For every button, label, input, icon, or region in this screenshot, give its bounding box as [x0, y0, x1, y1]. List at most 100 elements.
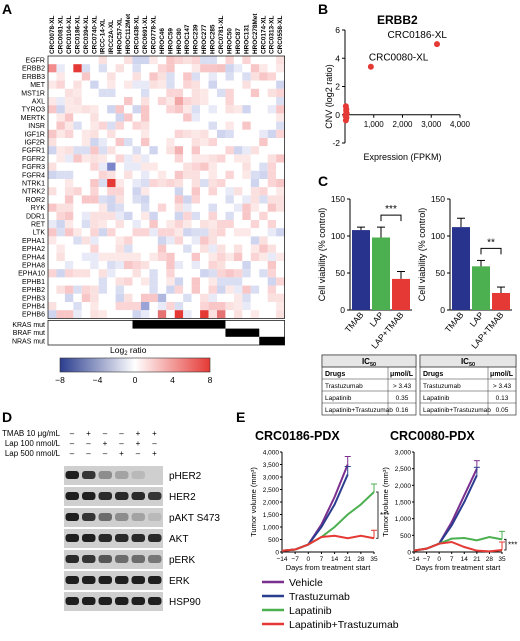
significance-mark: **	[487, 237, 495, 248]
heatmap-cell	[250, 97, 260, 106]
blot-band	[148, 471, 162, 479]
heatmap-cell	[233, 146, 243, 155]
gene-label: MST1R	[21, 90, 45, 97]
condition-sign: +	[136, 429, 141, 438]
heatmap-cell	[183, 220, 192, 229]
panel-label-d: D	[2, 409, 12, 425]
heatmap-cell	[233, 138, 243, 147]
heatmap-cell	[115, 244, 125, 253]
heatmap-cell	[90, 113, 99, 122]
blot-band	[131, 471, 145, 479]
heatmap-cell	[81, 228, 91, 237]
heatmap-cell	[90, 220, 99, 229]
condition-label: Lap 500 nmol/L	[5, 449, 61, 458]
condition-sign: –	[70, 449, 75, 458]
sample-label: CRC0394-XL	[83, 16, 90, 54]
heatmap-cell	[48, 285, 57, 294]
data-point	[342, 113, 349, 120]
heatmap-cell	[157, 121, 167, 130]
heatmap-cell	[64, 285, 74, 294]
heatmap-cell	[98, 162, 108, 171]
blot-band	[148, 534, 162, 542]
heatmap-cell	[259, 252, 268, 261]
y-axis-label: Cell viability (% control)	[417, 208, 427, 302]
heatmap-cell	[73, 302, 82, 311]
heatmap-cell	[200, 211, 209, 220]
heatmap-cell	[48, 72, 57, 81]
heatmap-cell	[191, 228, 201, 237]
heatmap-cell	[124, 261, 133, 270]
heatmap-cell	[183, 228, 192, 237]
heatmap-cell	[259, 97, 268, 106]
heatmap-cell	[73, 285, 82, 294]
heatmap-cell	[200, 113, 209, 122]
y-tick-label: 2,000	[395, 483, 412, 490]
heatmap-cell	[64, 277, 74, 286]
heatmap-cell	[98, 88, 108, 97]
heatmap-cell	[191, 179, 201, 188]
heatmap-cell	[81, 129, 91, 138]
y-tick-label: 100	[331, 231, 345, 241]
legend-tick: 0	[133, 375, 138, 385]
heatmap-cell	[208, 187, 217, 196]
series-line	[413, 540, 503, 553]
heatmap-cell	[48, 56, 57, 65]
heatmap-cell	[124, 220, 133, 229]
heatmap-cell	[174, 211, 184, 220]
heatmap-cell	[140, 88, 150, 97]
heatmap-cell	[124, 138, 133, 147]
heatmap-cell	[276, 187, 285, 196]
heatmap-cell	[124, 293, 133, 302]
heatmap-cell	[132, 195, 141, 204]
heatmap-cell	[225, 56, 234, 65]
heatmap-cell	[267, 228, 277, 237]
sample-label: CRC0078-XL	[49, 16, 56, 54]
data-point	[367, 63, 374, 70]
x-tick-label: −14	[276, 556, 287, 563]
heatmap-cell	[217, 228, 226, 237]
heatmap-cell	[81, 252, 91, 261]
heatmap-cell	[217, 154, 226, 163]
heatmap-cell	[115, 203, 125, 212]
y-tick-label: 2	[335, 82, 340, 92]
heatmap-cell	[208, 220, 217, 229]
heatmap-cell	[217, 72, 226, 81]
heatmap-cell	[73, 187, 82, 196]
heatmap-cell	[191, 203, 201, 212]
heatmap-cell	[132, 310, 141, 319]
sample-label: IRCC-14-XL	[100, 19, 107, 54]
heatmap-cell	[225, 113, 234, 122]
gene-label: FGFR2	[22, 156, 45, 163]
heatmap-cell	[174, 220, 184, 229]
blot-band	[82, 492, 96, 500]
heatmap-cell	[191, 146, 201, 155]
heatmap-cell	[208, 269, 217, 278]
heatmap-cell	[48, 88, 57, 97]
heatmap-cell	[267, 244, 277, 253]
heatmap-cell	[56, 277, 65, 286]
legend-tick: −8	[55, 375, 65, 385]
heatmap-cell	[157, 252, 167, 261]
heatmap-cell	[250, 146, 260, 155]
heatmap-cell	[250, 179, 260, 188]
heatmap-cell	[149, 277, 158, 286]
heatmap-cell	[157, 195, 167, 204]
heatmap-cell	[140, 187, 150, 196]
heatmap-cell	[73, 97, 82, 106]
heatmap-cell	[140, 64, 150, 73]
heatmap-cell	[225, 121, 234, 130]
heatmap-cell	[56, 80, 65, 89]
heatmap-cell	[191, 56, 201, 65]
heatmap-cell	[115, 64, 125, 73]
heatmap-cell	[115, 310, 125, 319]
heatmap-cell	[64, 121, 74, 130]
blot-band	[148, 555, 162, 563]
heatmap-cell	[208, 277, 217, 286]
heatmap-cell	[115, 220, 125, 229]
heatmap-cell	[250, 162, 260, 171]
table-cell-drug: Trastuzumab	[423, 383, 461, 390]
heatmap-cell	[217, 252, 226, 261]
heatmap-cell	[267, 170, 277, 179]
heatmap-cell	[242, 220, 251, 229]
condition-label: TMAB 10 μg/mL	[2, 429, 61, 438]
